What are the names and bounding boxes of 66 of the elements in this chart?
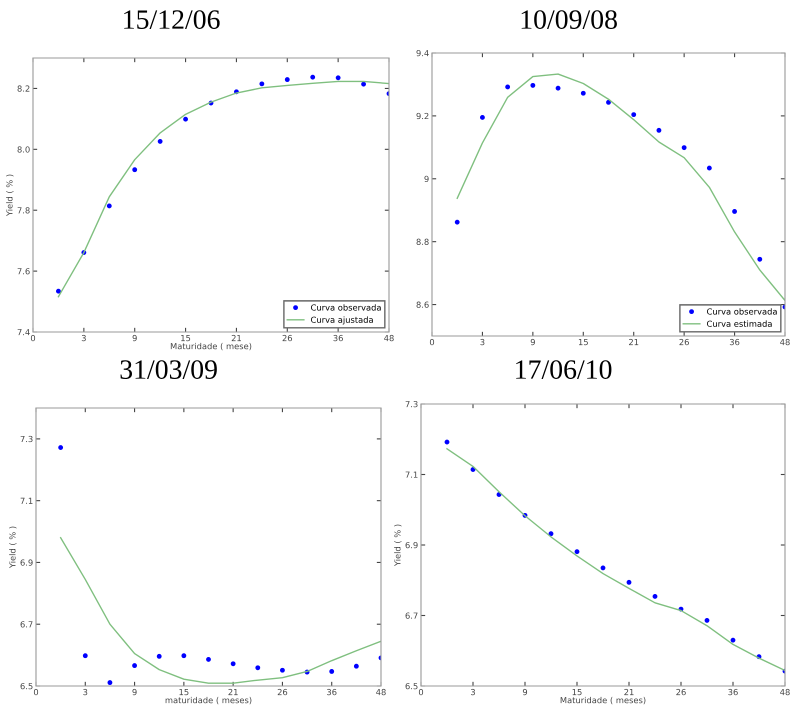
y-tick-label: 7.6: [18, 268, 30, 274]
x-axis-title: Maturidade ( meses): [560, 696, 646, 704]
x-tick-label: 9: [522, 688, 528, 696]
x-tick-label: 0: [34, 688, 38, 696]
x-tick-label: 0: [30, 334, 36, 342]
y-axis-title: Yield ( % ): [6, 174, 14, 216]
y-tick-label: 7.1: [406, 472, 418, 478]
chart-title: 17/06/10: [516, 360, 612, 379]
x-tick-label: 26: [282, 334, 292, 342]
x-axis-title: maturidade ( meses): [166, 696, 252, 704]
chart-title: 10/09/08: [522, 10, 617, 29]
x-axis-title: Maturidade ( mese): [170, 342, 252, 350]
x-tick-label: 48: [780, 688, 790, 696]
x-tick-label: 0: [430, 338, 434, 346]
y-axis-title: Yield ( % ): [394, 524, 402, 566]
x-tick-label: 21: [624, 688, 634, 696]
y-tick-label: 7.4: [18, 329, 30, 336]
x-tick-label: 0: [418, 688, 424, 696]
x-tick-label: 36: [728, 688, 738, 696]
x-tick-label: 26: [676, 688, 686, 696]
x-tick-label: 21: [232, 334, 241, 342]
legend-label: Curva estimada: [707, 320, 772, 327]
x-tick-label: 15: [179, 689, 188, 696]
y-tick-label: 6.5: [406, 682, 418, 690]
legend-label: Curva observada: [707, 308, 777, 315]
x-tick-label: 15: [572, 689, 582, 696]
x-tick-label: 21: [629, 338, 638, 346]
x-tick-label: 3: [480, 338, 484, 346]
y-tick-label: 6.5: [20, 682, 32, 690]
x-tick-label: 48: [780, 338, 790, 346]
x-tick-label: 21: [228, 688, 238, 696]
legend-label: Curva observada: [311, 304, 381, 311]
x-tick-label: 9: [530, 338, 535, 346]
x-tick-label: 26: [679, 338, 689, 346]
x-tick-label: 26: [278, 688, 288, 696]
x-tick-label: 9: [132, 688, 137, 696]
y-tick-label: 8.8: [416, 238, 429, 245]
chart-title: 31/03/09: [120, 360, 217, 379]
y-tick-label: 6.7: [20, 621, 33, 628]
x-tick-label: 3: [82, 334, 86, 342]
y-tick-label: 9.4: [416, 50, 429, 56]
x-tick-label: 36: [730, 338, 740, 346]
x-tick-label: 36: [333, 334, 343, 342]
y-tick-label: 7.3: [406, 400, 418, 408]
y-tick-label: 8.2: [18, 85, 30, 92]
y-tick-label: 6.7: [406, 612, 418, 619]
y-tick-label: 7.3: [20, 436, 33, 442]
x-tick-label: 3: [470, 688, 475, 696]
y-tick-label: 7.8: [18, 207, 30, 214]
y-axis-title: Yield ( % ): [9, 526, 17, 568]
x-tick-label: 48: [376, 688, 386, 696]
y-tick-label: 8.6: [416, 302, 429, 308]
y-tick-label: 6.9: [20, 559, 33, 566]
y-tick-label: 8.0: [18, 146, 30, 153]
chart-title: 15/12/06: [124, 10, 220, 29]
x-tick-label: 3: [83, 688, 88, 696]
legend-label: Curva ajustada: [311, 316, 373, 324]
x-tick-label: 15: [181, 335, 190, 342]
x-tick-label: 36: [327, 688, 336, 696]
y-tick-label: 9.2: [416, 112, 428, 120]
x-tick-label: 9: [132, 334, 137, 342]
y-tick-label: 9: [424, 176, 429, 182]
x-tick-label: 15: [578, 339, 588, 346]
y-tick-label: 7.1: [20, 498, 32, 504]
y-tick-label: 6.9: [406, 542, 418, 548]
x-tick-label: 48: [384, 334, 394, 342]
